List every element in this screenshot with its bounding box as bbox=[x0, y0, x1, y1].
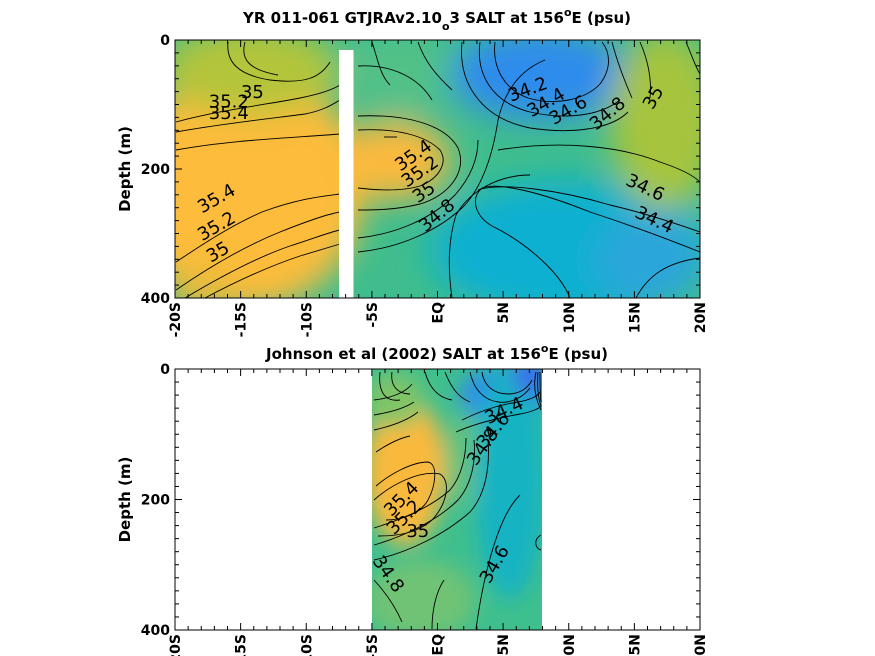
panel-obs-title: Johnson et al (2002) SALT at 156oE (psu) bbox=[265, 342, 608, 363]
contour-label: 35 bbox=[406, 521, 429, 542]
y-tick-label: 0 bbox=[160, 362, 170, 378]
x-tick-label: 20N bbox=[693, 634, 709, 656]
x-tick-label: EQ bbox=[431, 634, 447, 656]
x-tick-label: 15N bbox=[627, 302, 643, 333]
y-tick-label: 400 bbox=[141, 623, 170, 639]
panel-obs-contours bbox=[373, 371, 542, 630]
x-tick-label: 15N bbox=[627, 634, 643, 656]
panel-model-title: YR 011-061 GTJRAv2.10o3 SALT at 156oE (p… bbox=[242, 6, 631, 33]
y-tick-label: 200 bbox=[141, 493, 170, 509]
x-tick-label: -10S bbox=[299, 634, 315, 656]
x-tick-label: -5S bbox=[365, 634, 381, 656]
contour-label: 35.4 bbox=[209, 103, 249, 124]
panel-obs: Johnson et al (2002) SALT at 156oE (psu) bbox=[116, 342, 709, 656]
x-tick-label: 5N bbox=[496, 634, 512, 655]
x-tick-label: -10S bbox=[299, 302, 315, 337]
contour-label: 35.2 bbox=[209, 92, 249, 113]
x-tick-label: -20S bbox=[168, 634, 184, 656]
x-tick-label: EQ bbox=[431, 302, 447, 324]
panel-model: YR 011-061 GTJRAv2.10o3 SALT at 156oE (p… bbox=[116, 6, 709, 337]
y-axis-label: Depth (m) bbox=[116, 126, 134, 212]
x-tick-label: 20N bbox=[693, 302, 709, 333]
x-tick-label: 5N bbox=[496, 302, 512, 323]
x-tick-label: -15S bbox=[234, 302, 250, 337]
x-tick-label: 10N bbox=[562, 634, 578, 656]
x-tick-label: 10N bbox=[562, 302, 578, 333]
x-tick-label: -15S bbox=[234, 634, 250, 656]
y-tick-label: 200 bbox=[141, 162, 170, 178]
y-tick-label: 0 bbox=[160, 33, 170, 49]
y-tick-label: 400 bbox=[141, 291, 170, 307]
panel-model-field bbox=[175, 40, 700, 298]
y-axis-label: Depth (m) bbox=[116, 457, 134, 543]
panel-obs-field bbox=[372, 369, 542, 630]
contour-label: 35 bbox=[241, 82, 264, 103]
x-tick-label: -20S bbox=[168, 302, 184, 337]
x-tick-label: -5S bbox=[365, 302, 381, 328]
panel-model-contours bbox=[175, 41, 700, 298]
panel-model-mask bbox=[339, 50, 354, 298]
panel-model-axes: -20S -15S -10S -5S EQ 5N 10N 15N 20N 0 200 400 Depth… bbox=[116, 33, 709, 337]
panel-obs-axes: -20S -15S -10S -5S EQ 5N 10N 15N 20N 0 200 400 Depth… bbox=[116, 362, 709, 656]
